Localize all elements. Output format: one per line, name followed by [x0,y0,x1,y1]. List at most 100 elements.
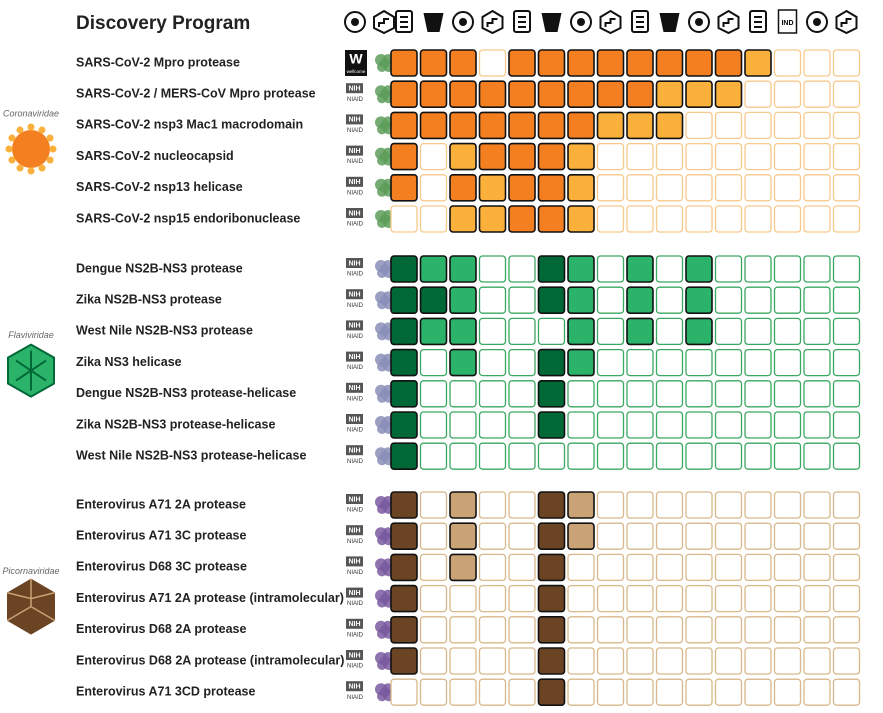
status-cell [449,553,477,582]
badge-box [346,258,363,268]
status-cell [508,616,536,644]
status-cell [803,142,831,171]
icon-shape [395,10,413,33]
icon-shape [378,18,389,27]
virus-spike [16,164,24,172]
status-cell [626,491,654,519]
icon-shape [541,13,562,32]
status-cell [685,616,713,644]
structure-blob [380,593,390,604]
status-cell [773,255,802,283]
badge-box [346,83,363,94]
structure-blob [380,151,390,162]
status-cell [655,111,684,140]
funder-badge: NIH NIAID [346,258,364,278]
status-cell [596,647,625,675]
funder: NIH [348,385,360,392]
status-cell [744,442,772,470]
status-cell [773,49,802,77]
status-cell [832,584,861,613]
status-cell [685,553,713,582]
status-cell [832,647,861,675]
funder: NIH [348,559,360,566]
status-cell [685,205,713,233]
status-cell [744,205,772,233]
status-cell [685,647,713,675]
header-icon [631,10,649,33]
funder-badge: NIH NIAID [346,681,364,701]
icon-shape [754,16,762,28]
structure-blob [380,500,390,510]
header-icon [717,9,740,35]
status-cell [449,317,477,346]
row-name: SARS-CoV-2 / MERS-CoV Mpro protease [76,86,316,100]
status-cell [744,411,772,439]
status-cell [773,348,802,377]
status-cell [537,286,566,315]
funder-badge: NIH NIAID [346,351,364,371]
badge-box [346,176,363,187]
icon-shape [481,9,504,35]
status-cell [596,49,625,77]
status-cell [773,286,802,314]
status-cell [419,678,448,706]
status-cell [714,80,743,108]
row-name: West Nile NS2B-NS3 protease [76,324,253,338]
status-cell [655,491,684,519]
status-cell [773,411,802,439]
funder: NIH [348,260,360,267]
funder-badge: NIH NIAID [346,494,364,514]
status-cell [832,205,861,233]
status-cell [567,174,595,202]
status-cell [744,111,772,140]
status-cell [714,616,743,644]
status-cell [714,255,743,283]
status-cell [567,80,595,108]
status-cell [714,286,743,314]
status-cell [626,678,654,706]
status-cell [567,348,595,377]
status-cell [537,491,566,519]
icon-shape [777,9,798,34]
status-cell [832,348,861,377]
virus-spike [38,164,46,172]
status-cell [685,174,713,202]
status-cell [567,380,595,408]
status-cell [803,553,831,582]
badge-box [346,587,363,598]
header-icon [599,9,622,35]
status-cell [508,205,536,233]
badge-box [345,50,367,76]
funder-badge: NIH NIAID [346,414,364,434]
structure-blob [380,182,390,193]
status-cell [714,142,743,171]
status-cell [478,522,507,550]
status-cell [626,647,654,675]
status-cell [478,286,507,314]
status-cell [508,491,536,519]
status-cell [537,348,566,377]
status-cell [508,411,536,439]
status-cell [596,584,625,613]
status-cell [419,49,448,77]
funder-sub: NIAID [347,159,364,165]
status-cell [685,678,713,706]
status-cell [832,411,861,439]
virus-facets [6,578,56,622]
status-cell [419,255,448,283]
status-cell [685,348,713,377]
status-cell [508,348,536,377]
status-cell [390,615,418,644]
status-cell [567,111,595,140]
status-cell [596,616,625,644]
status-cell [537,615,566,644]
status-cell [596,80,625,108]
structure-blob [380,58,390,68]
status-cell [773,142,802,171]
icon-shape [749,10,767,33]
status-cell [596,678,625,706]
funder-badge: NIH NIAID [346,556,364,576]
status-cell [390,111,418,140]
structure-blob [380,451,390,462]
status-cell [537,205,566,233]
